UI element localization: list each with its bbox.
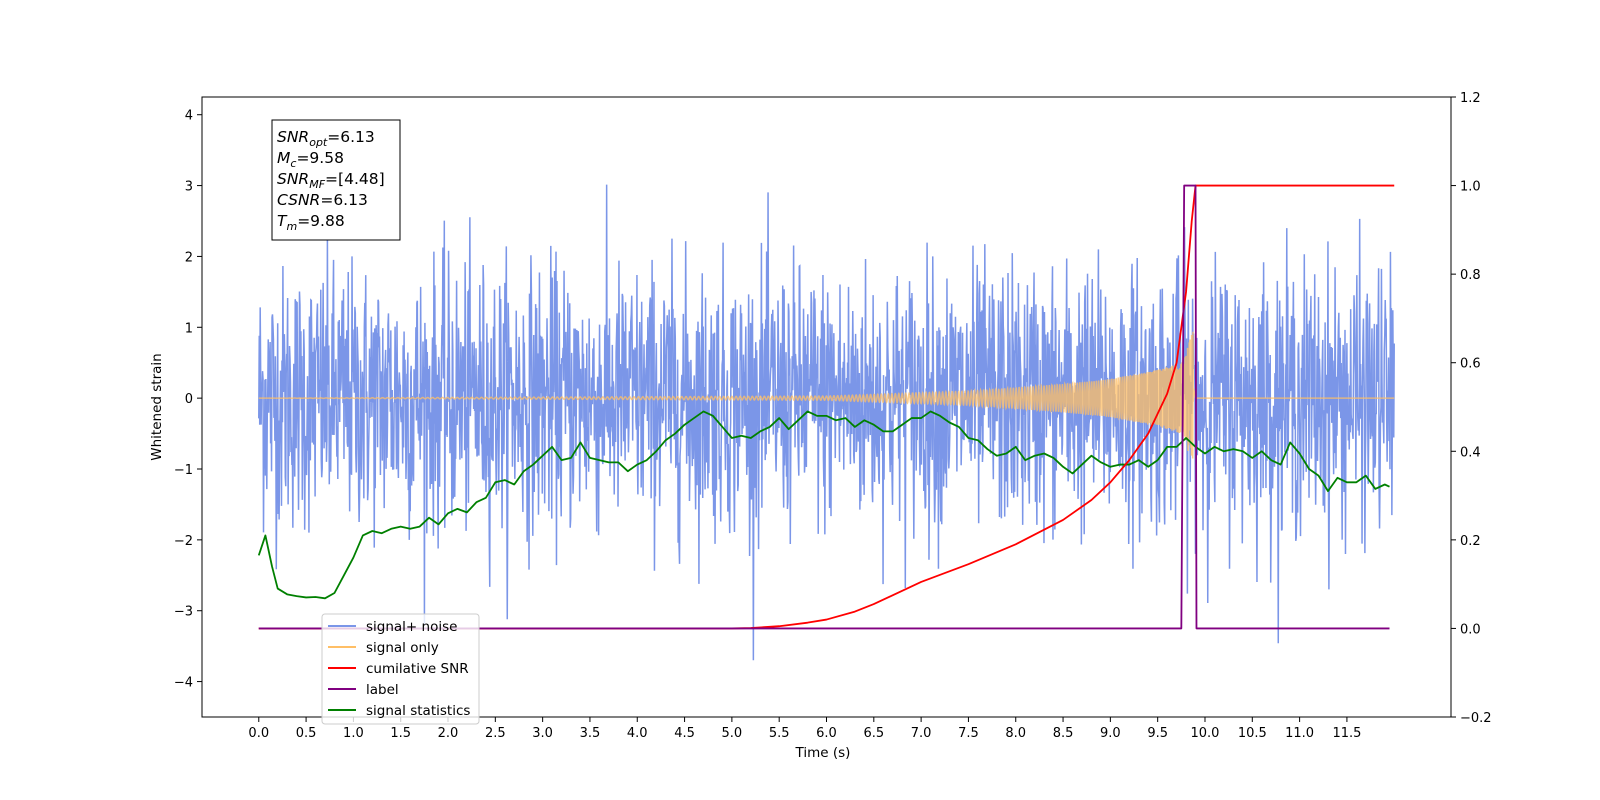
y-left-tick-label: 4 xyxy=(185,109,193,124)
x-tick-label: 8.5 xyxy=(1053,726,1074,741)
legend-entry: signal only xyxy=(366,640,439,656)
series-label xyxy=(258,184,1390,630)
series-signal-only xyxy=(258,331,1395,459)
legend-entry: label xyxy=(366,682,399,698)
x-tick-label: 7.0 xyxy=(911,726,932,741)
x-tick-label: 4.5 xyxy=(674,726,695,741)
x-tick-label: 3.5 xyxy=(580,726,601,741)
annotation-line: Mc=9.58 xyxy=(277,149,344,170)
y-left-tick-label: −4 xyxy=(174,676,193,691)
x-tick-label: 3.0 xyxy=(532,726,553,741)
x-tick-label: 4.0 xyxy=(627,726,648,741)
y-right-tick-label: −0.2 xyxy=(1460,711,1492,726)
series-signal-statistics xyxy=(257,410,1390,600)
series-signal-noise xyxy=(258,184,1395,661)
annotation-line: Tm=9.88 xyxy=(277,212,345,233)
y-left-tick-label: −1 xyxy=(174,463,193,478)
annotation-line: SNRopt=6.13 xyxy=(277,128,375,149)
x-tick-label: 7.5 xyxy=(958,726,979,741)
x-tick-label: 1.5 xyxy=(390,726,411,741)
legend-frame xyxy=(321,613,480,725)
legend-entry: signal statistics xyxy=(366,703,470,719)
y-left-tick-label: −2 xyxy=(174,534,193,549)
x-tick-label: 0.0 xyxy=(248,726,269,741)
legend-entry: cumilative SNR xyxy=(366,661,469,677)
x-axis: 0.0 0.5 1.0 1.5 2.0 2.5 3.0 3.5 4.0 4.5 5.0 5.5 6.0 6… xyxy=(248,717,1361,741)
y-left-tick-label: 3 xyxy=(185,180,193,195)
y-left-tick-label: 1 xyxy=(185,321,193,336)
x-tick-label: 9.0 xyxy=(1100,726,1121,741)
x-tick-label: 11.5 xyxy=(1332,726,1361,741)
y-right-tick-label: 1.2 xyxy=(1460,91,1481,106)
annotation-line: SNRMF=[4.48] xyxy=(277,170,385,191)
y-axis-left: 4 3 2 1 0 −1 −2 −3 −4 xyxy=(174,109,202,691)
y-left-tick-label: 2 xyxy=(185,250,193,265)
y-right-tick-label: 1.0 xyxy=(1460,180,1481,195)
y-right-tick-label: 0.8 xyxy=(1460,268,1481,283)
x-tick-label: 10.5 xyxy=(1238,726,1267,741)
y-axis-left-label: Whitened strain xyxy=(149,353,165,460)
y-right-tick-label: 0.2 xyxy=(1460,534,1481,549)
plot-area xyxy=(257,184,1395,661)
x-tick-label: 2.5 xyxy=(485,726,506,741)
x-tick-label: 2.0 xyxy=(438,726,459,741)
x-tick-label: 1.0 xyxy=(343,726,364,741)
x-tick-label: 5.0 xyxy=(722,726,743,741)
x-tick-label: 0.5 xyxy=(296,726,317,741)
series-cumulative-snr xyxy=(258,184,1395,630)
y-right-tick-label: 0.4 xyxy=(1460,445,1481,460)
y-left-tick-label: −3 xyxy=(174,605,193,620)
legend: signal+ noise signal only cumilative SNR la… xyxy=(321,613,480,725)
y-left-tick-label: 0 xyxy=(185,392,193,407)
annotation-line: CSNR=6.13 xyxy=(277,191,368,209)
y-right-tick-label: 0.0 xyxy=(1460,622,1481,637)
x-tick-label: 9.5 xyxy=(1147,726,1168,741)
x-tick-label: 6.5 xyxy=(863,726,884,741)
x-tick-label: 8.0 xyxy=(1005,726,1026,741)
y-right-tick-label: 0.6 xyxy=(1460,357,1481,372)
x-tick-label: 6.0 xyxy=(816,726,837,741)
x-axis-label: Time (s) xyxy=(795,745,851,761)
x-tick-label: 10.0 xyxy=(1191,726,1220,741)
y-axis-right: 1.2 1.0 0.8 0.6 0.4 0.2 0.0 −0.2 xyxy=(1451,91,1492,726)
annotation-frame xyxy=(271,119,401,241)
legend-entry: signal+ noise xyxy=(366,619,457,635)
x-tick-label: 5.5 xyxy=(769,726,790,741)
x-tick-label: 11.0 xyxy=(1285,726,1314,741)
